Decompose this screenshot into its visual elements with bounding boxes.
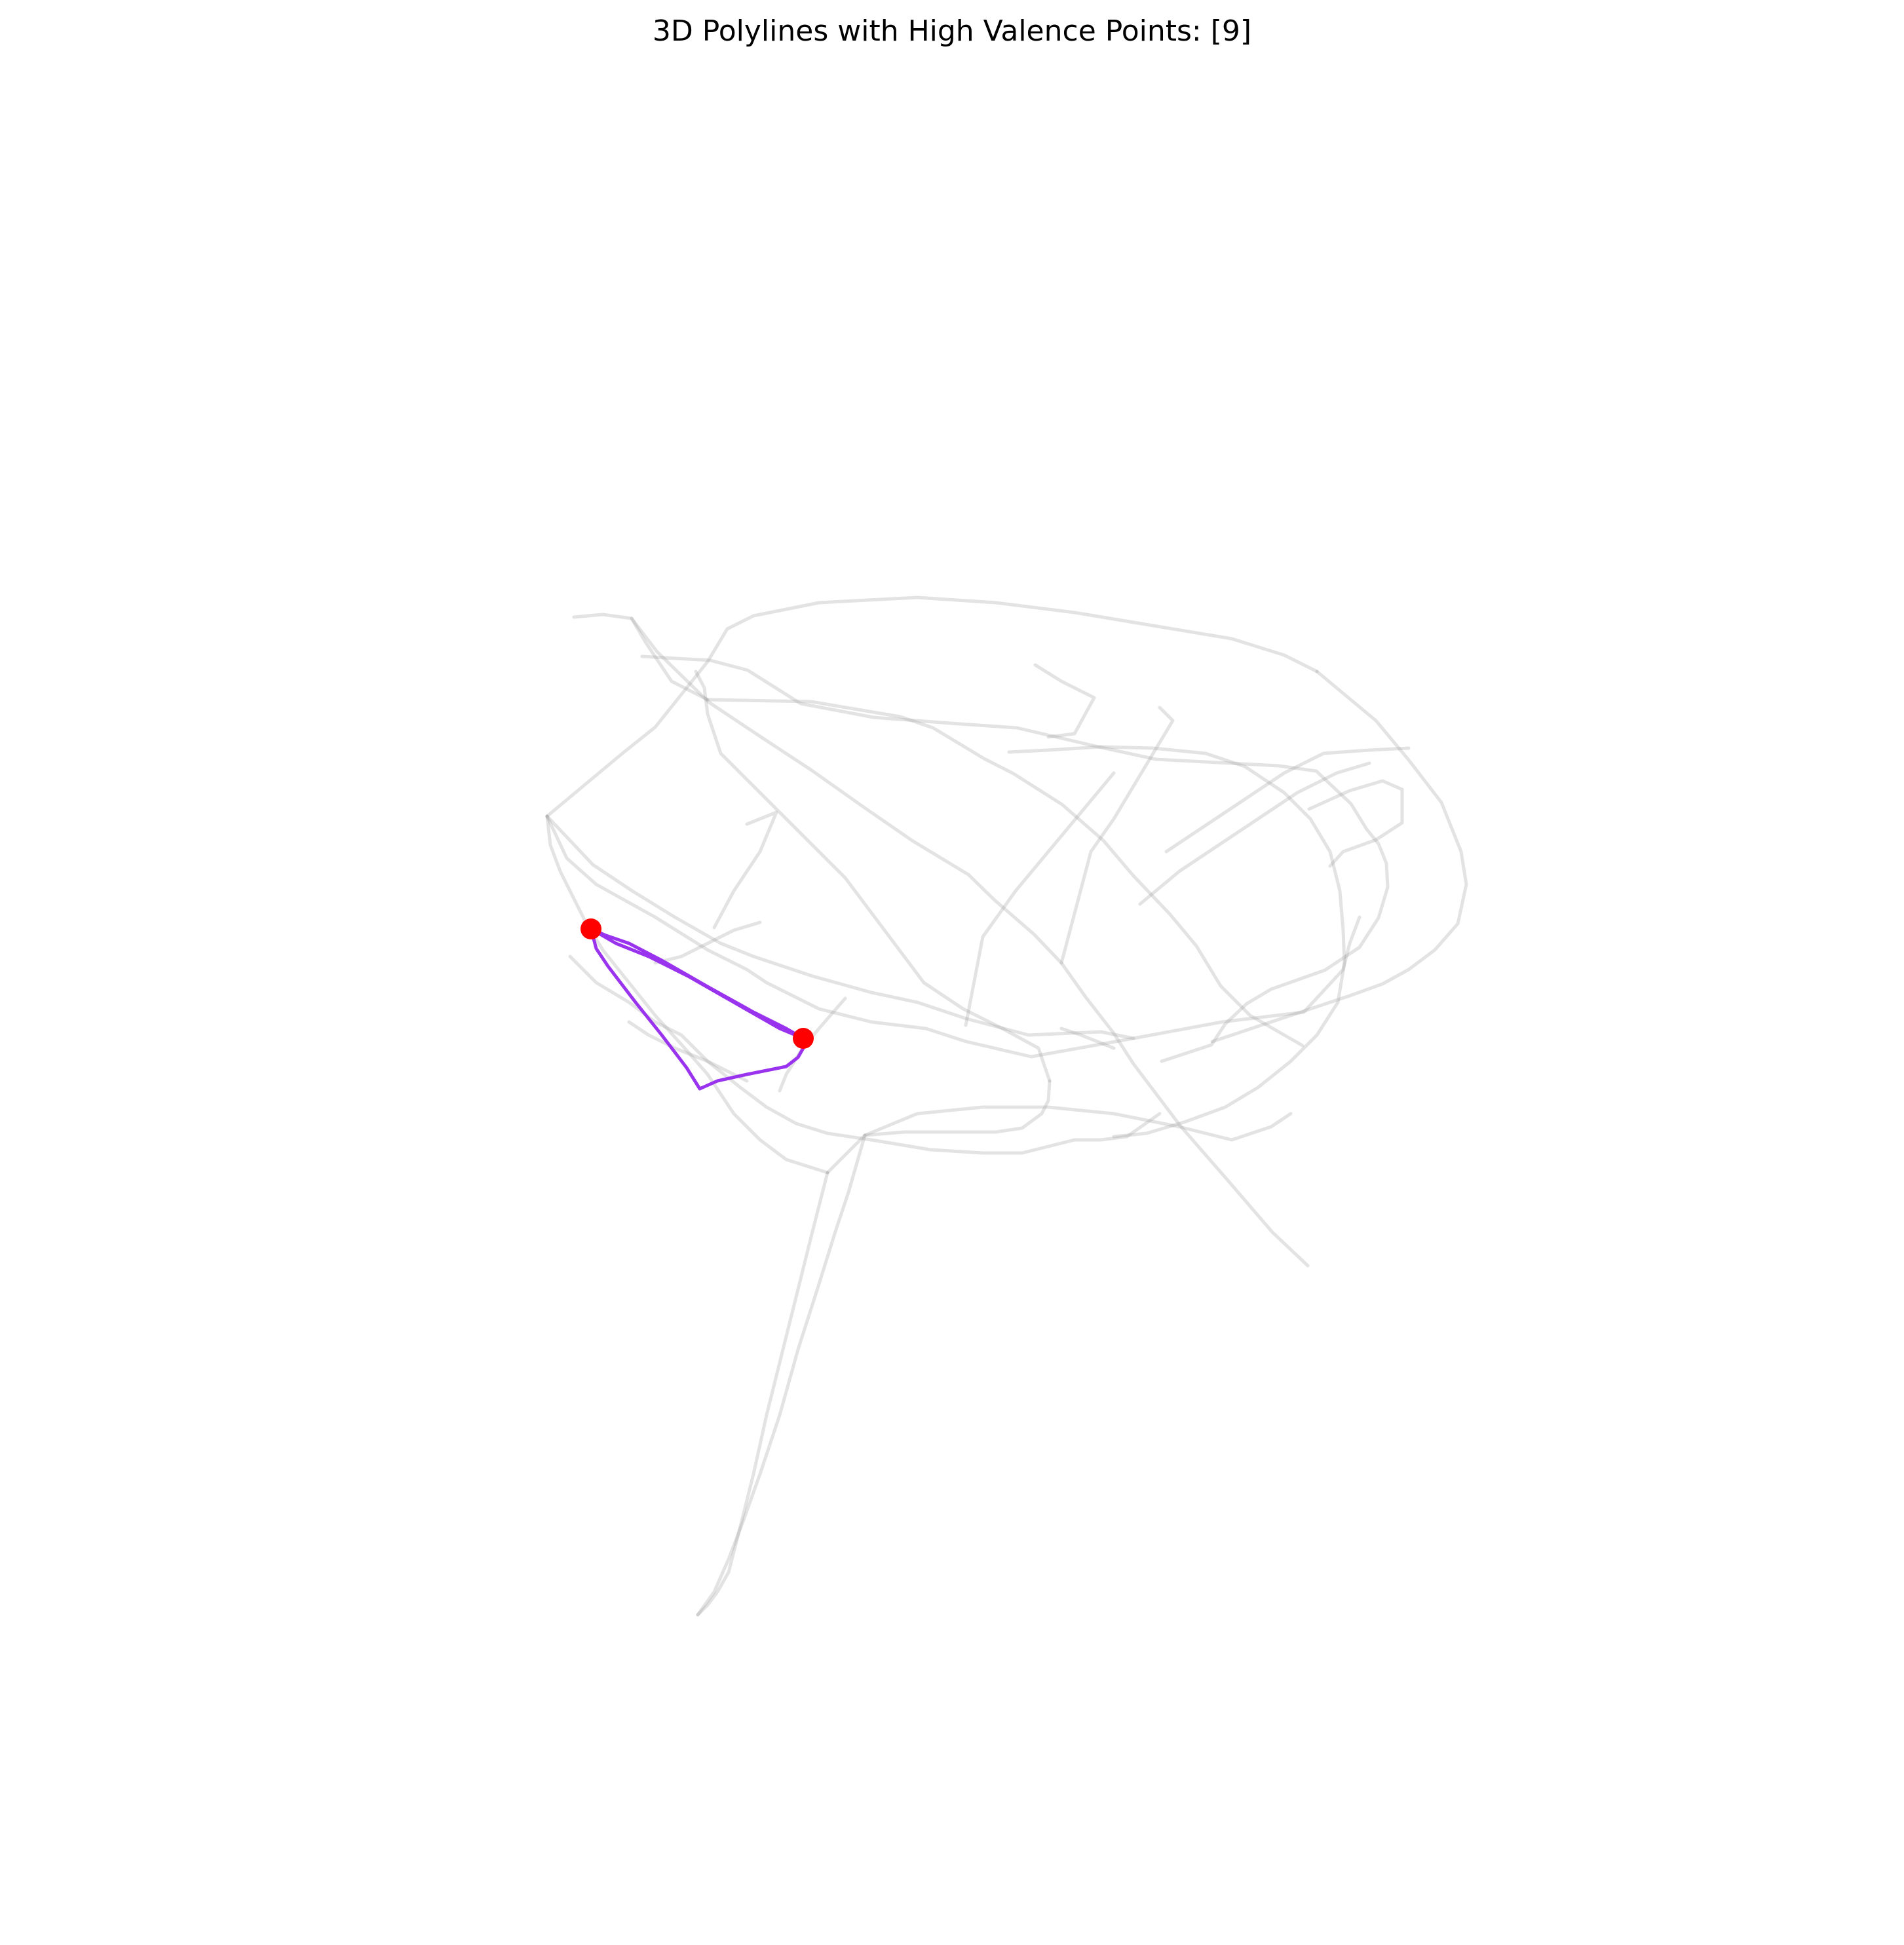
chart-title: 3D Polylines with High Valence Points: […	[652, 14, 1252, 48]
highlight-polyline-1	[589, 927, 805, 1040]
high-valence-points	[581, 918, 814, 1049]
background-polyline-7	[1210, 670, 1468, 1044]
background-polylines	[545, 595, 1468, 1617]
background-polyline-8	[545, 814, 829, 1175]
background-polyline-14	[568, 954, 1162, 1155]
background-polyline-2	[640, 654, 1390, 1063]
background-polyline-6	[545, 595, 1319, 818]
background-polyline-4	[545, 814, 1361, 1059]
high-valence-point-1	[793, 1028, 814, 1049]
background-polyline-10	[696, 1171, 829, 1617]
background-polyline-20	[1059, 706, 1175, 965]
background-polyline-11	[696, 1133, 867, 1617]
background-polyline-1	[630, 616, 1310, 1268]
background-polyline-9	[826, 1105, 1293, 1175]
background-polyline-13	[694, 670, 1052, 1083]
highlight-polyline-0	[589, 927, 805, 1091]
highlighted-polyline	[589, 927, 805, 1091]
background-polyline-12	[863, 1079, 1052, 1137]
background-polyline-19	[1033, 663, 1096, 739]
background-polyline-25	[1164, 746, 1411, 854]
background-polyline-24	[1138, 761, 1371, 906]
background-polyline-0	[572, 613, 710, 702]
high-valence-point-0	[581, 918, 601, 939]
background-polyline-21	[1307, 779, 1404, 868]
background-polyline-17	[653, 920, 762, 965]
background-polyline-18	[964, 771, 1116, 1027]
background-polyline-23	[1059, 1027, 1116, 1050]
background-polyline-22	[1007, 745, 1346, 1139]
background-polyline-15	[627, 1020, 749, 1083]
background-polyline-5	[545, 814, 1135, 1040]
background-polyline-26	[712, 810, 778, 930]
background-polyline-3	[706, 698, 1304, 1048]
